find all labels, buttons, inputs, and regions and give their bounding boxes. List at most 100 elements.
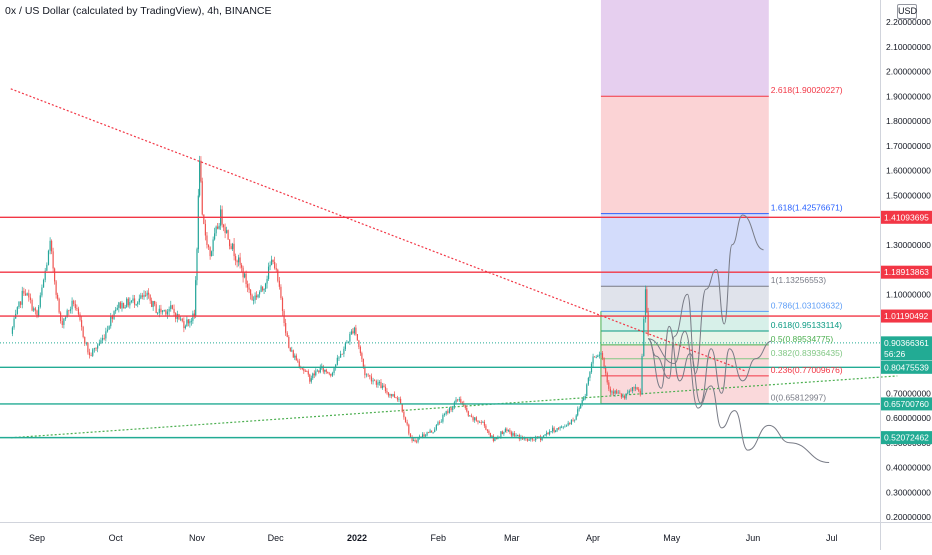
- candle: [24, 293, 27, 296]
- candle: [230, 246, 232, 250]
- candle: [171, 305, 174, 309]
- candle: [482, 421, 484, 423]
- candle: [228, 239, 231, 247]
- candle: [195, 280, 197, 316]
- candle: [237, 257, 240, 263]
- candle: [144, 295, 147, 296]
- candle: [249, 289, 252, 296]
- time-tick-label: Nov: [189, 533, 206, 543]
- candle: [423, 434, 425, 437]
- candle: [234, 256, 237, 261]
- candle: [11, 327, 14, 334]
- fib-zone: [600, 213, 769, 287]
- candle: [239, 257, 241, 265]
- price-level-tag[interactable]: [881, 360, 932, 374]
- candle: [340, 353, 342, 358]
- candle: [628, 390, 630, 393]
- candle: [193, 313, 195, 316]
- candle: [617, 392, 619, 394]
- candle: [445, 411, 447, 415]
- candle: [358, 340, 360, 347]
- candle: [42, 279, 45, 288]
- candle: [197, 195, 199, 250]
- price-level-tag[interactable]: [881, 397, 932, 411]
- candle: [121, 302, 123, 309]
- candle: [415, 441, 418, 443]
- candle: [155, 304, 157, 314]
- projection-path-1[interactable]: [647, 214, 764, 379]
- candle: [603, 358, 605, 367]
- candle: [377, 382, 379, 385]
- last-price-tag[interactable]: [881, 336, 932, 361]
- candle: [61, 321, 63, 325]
- candle: [231, 243, 234, 250]
- candle: [383, 385, 385, 387]
- candle: [562, 426, 564, 428]
- candle: [412, 440, 415, 441]
- projection-path-3[interactable]: [648, 330, 830, 464]
- candle: [31, 299, 33, 311]
- time-tick-label: Apr: [586, 533, 600, 543]
- candle: [203, 214, 205, 224]
- candle: [325, 369, 327, 372]
- fib-level-label: 1.618(1.42576671): [771, 203, 843, 213]
- candle: [260, 286, 262, 293]
- candle: [77, 308, 80, 315]
- candle: [472, 416, 474, 421]
- fib-zone: [600, 96, 769, 214]
- candle: [365, 374, 368, 376]
- time-axis[interactable]: Sep Oct Nov Dec 2022 Feb Mar Apr May Jun Jul: [29, 533, 838, 543]
- trendline-descending-resistance[interactable]: [10, 88, 746, 372]
- candle: [119, 302, 122, 309]
- fib-level-label: 2.618(1.90020227): [771, 85, 843, 95]
- candle: [393, 394, 396, 398]
- currency-button[interactable]: USD: [897, 4, 917, 19]
- projection-path-2[interactable]: [647, 325, 772, 404]
- candle: [432, 432, 434, 433]
- candle: [533, 439, 535, 441]
- candle: [491, 435, 493, 437]
- candle: [327, 371, 329, 374]
- candle: [82, 326, 84, 337]
- candle: [338, 357, 340, 359]
- candle: [424, 435, 427, 437]
- candle: [98, 343, 100, 346]
- candle: [189, 321, 191, 324]
- candle: [417, 438, 419, 442]
- candle: [565, 425, 568, 427]
- candle: [503, 432, 505, 435]
- candle: [595, 357, 597, 358]
- candle: [352, 331, 354, 334]
- candle: [13, 318, 15, 328]
- candle: [439, 422, 441, 424]
- candle: [26, 293, 28, 296]
- candle: [286, 332, 288, 337]
- candle: [304, 370, 306, 372]
- price-level-tag[interactable]: [881, 210, 932, 224]
- fib-level-label: 0(0.65812997): [771, 393, 826, 403]
- time-tick-label: Jun: [746, 533, 761, 543]
- price-level-tag[interactable]: [881, 309, 932, 323]
- candle: [146, 292, 148, 296]
- candle: [553, 427, 555, 432]
- price-level-tag[interactable]: [881, 265, 932, 279]
- candle: [541, 436, 543, 441]
- candle: [401, 403, 403, 412]
- candle: [336, 357, 338, 365]
- candle: [335, 364, 337, 369]
- candle: [509, 430, 511, 433]
- candle: [310, 378, 312, 382]
- candle: [166, 311, 169, 315]
- price-level-tag[interactable]: [881, 431, 932, 445]
- candle: [236, 260, 238, 263]
- candle: [33, 308, 35, 311]
- candle: [349, 333, 351, 342]
- candle: [55, 281, 57, 295]
- price-level-tag-text: 0.80475539: [884, 362, 929, 372]
- candle: [322, 366, 324, 372]
- candle: [141, 295, 144, 297]
- candle: [557, 428, 560, 429]
- candle: [600, 352, 602, 355]
